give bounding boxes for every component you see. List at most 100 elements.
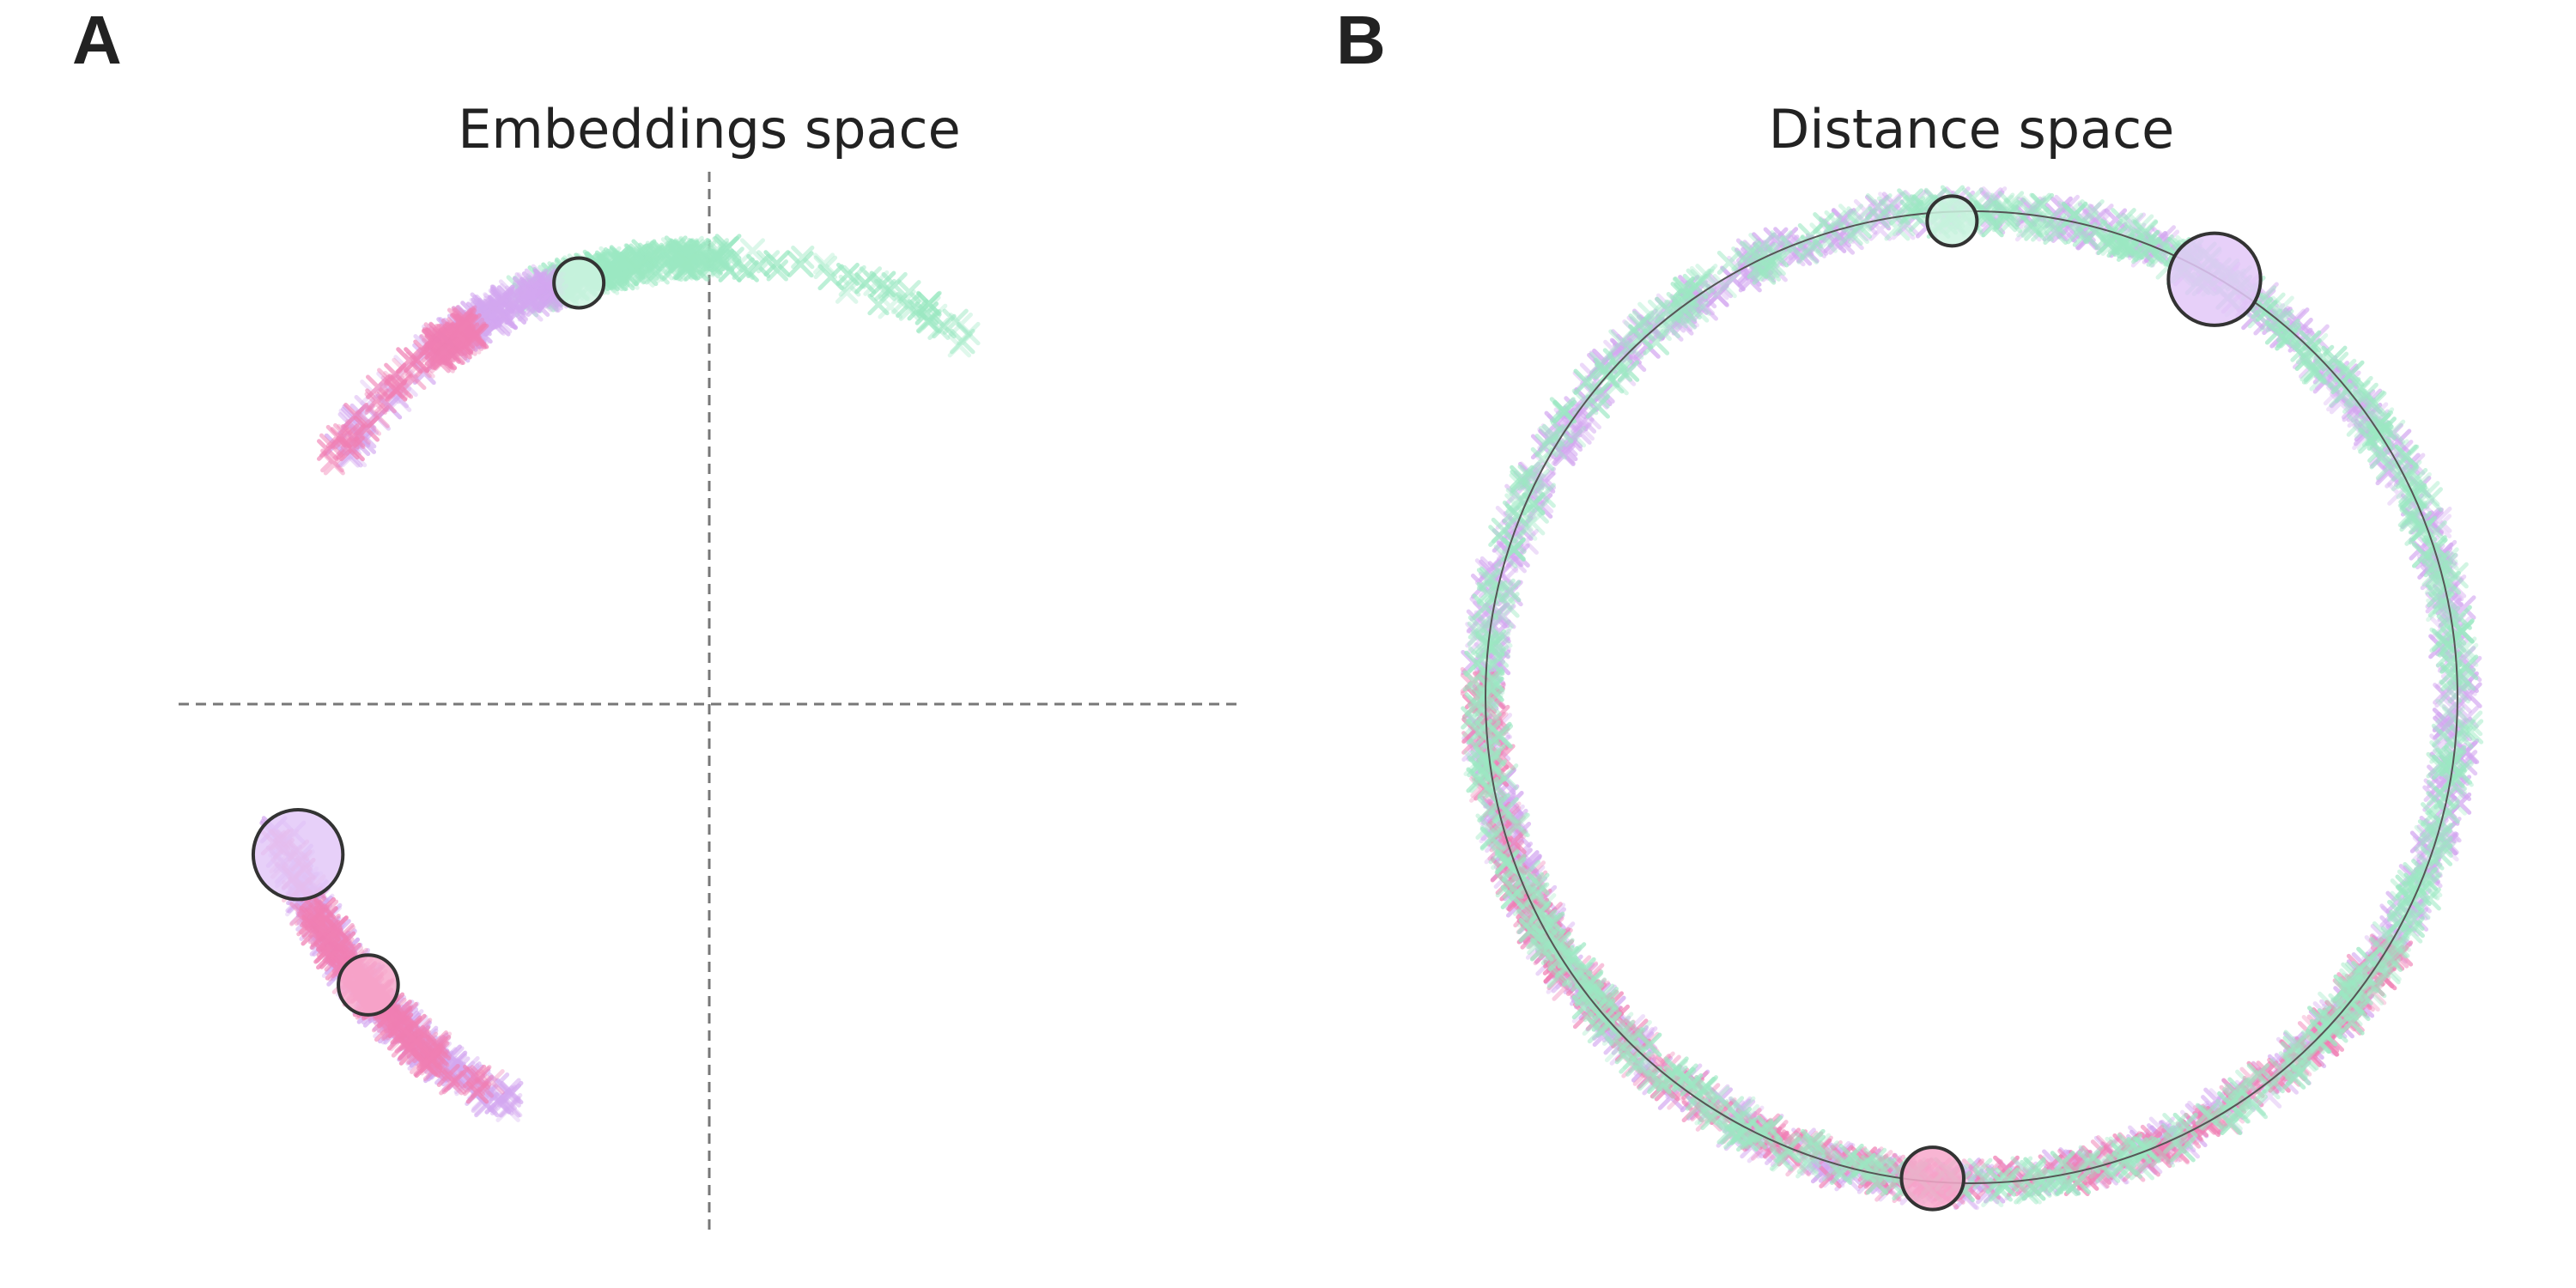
scatter-point: [452, 307, 477, 333]
scatter-point: [1475, 631, 1499, 655]
scatter-point: [490, 284, 515, 308]
scatter-point: [1577, 971, 1603, 998]
scatter-point: [375, 393, 403, 420]
panel-a-title: Embeddings space: [458, 98, 961, 161]
scatter-point: [387, 374, 414, 399]
scatter-point: [1564, 425, 1587, 448]
scatter-point: [867, 294, 890, 316]
scatter-point: [1823, 230, 1847, 253]
scatter-point: [673, 238, 699, 264]
scatter-point: [898, 299, 920, 321]
scatter-point: [487, 1085, 514, 1113]
scatter-point: [364, 392, 387, 415]
scatter-point: [655, 248, 682, 274]
scatter-point: [1616, 334, 1638, 356]
scatter-point: [1972, 1167, 1996, 1189]
scatter-point: [2444, 623, 2467, 646]
scatter-point: [646, 243, 671, 268]
scatter-point: [1799, 1146, 1822, 1169]
scatter-point: [2066, 221, 2089, 245]
scatter-point: [2307, 1005, 2332, 1030]
scatter-point: [2361, 423, 2386, 447]
scatter-point: [714, 234, 742, 261]
scatter-point: [1838, 204, 1864, 229]
scatter-point: [328, 941, 353, 966]
scatter-point: [1628, 313, 1651, 337]
scatter-point: [2449, 792, 2472, 815]
scatter-point: [1739, 240, 1762, 264]
scatter-point: [419, 1051, 445, 1076]
scatter-point: [1847, 222, 1870, 245]
scatter-point: [2348, 998, 2371, 1022]
scatter-point: [1467, 682, 1493, 708]
scatter-point: [2369, 447, 2392, 470]
scatter-point: [341, 423, 366, 448]
scatter-point: [2375, 955, 2402, 981]
scatter-point: [2020, 215, 2044, 239]
scatter-point: [2390, 890, 2416, 917]
scatter-point: [514, 288, 538, 311]
scatter-point: [2394, 444, 2418, 468]
scatter-point: [367, 405, 390, 428]
scatter-point: [1672, 276, 1695, 299]
panel-letter-b: B: [1336, 2, 1386, 78]
scatter-point: [404, 347, 430, 374]
scatter-point: [914, 301, 939, 325]
scatter-point: [2458, 719, 2484, 744]
scatter-point: [756, 250, 781, 274]
scatter-point: [2433, 552, 2458, 578]
scatter-point: [1546, 965, 1571, 989]
scatter-point: [950, 328, 975, 355]
centroid-marker: [1899, 1145, 1965, 1212]
scatter-point: [504, 285, 530, 311]
scatter-point: [1728, 1096, 1756, 1123]
scatter-point: [2016, 196, 2043, 222]
scatter-point: [2132, 1135, 2154, 1158]
scatter-point: [1674, 307, 1697, 331]
scatter-point: [2337, 360, 2365, 387]
scatter-point: [470, 1065, 492, 1087]
scatter-point: [1519, 509, 1546, 536]
scatter-point: [645, 240, 670, 265]
scatter-point: [1967, 1157, 1993, 1183]
scatter-point: [2385, 439, 2409, 463]
scatter-point: [1801, 1128, 1826, 1154]
scatter-point: [490, 1091, 514, 1116]
scatter-point: [430, 333, 458, 361]
scatter-point: [2390, 878, 2415, 904]
scatter-point: [927, 318, 951, 341]
centroid-marker: [552, 256, 606, 310]
scatter-point: [2431, 628, 2456, 653]
scatter-point: [431, 346, 455, 370]
scatter-point: [1485, 775, 1507, 798]
scatter-point: [2016, 211, 2043, 238]
scatter-point: [2017, 200, 2039, 222]
scatter-point: [387, 999, 413, 1025]
scatter-point: [384, 362, 407, 386]
scatter-point: [1863, 1147, 1887, 1171]
scatter-point: [1609, 359, 1633, 382]
scatter-point: [2162, 1113, 2189, 1139]
scatter-point: [1530, 447, 1555, 471]
scatter-point: [2453, 719, 2476, 741]
scatter-point: [2014, 215, 2042, 242]
scatter-point: [2433, 586, 2457, 609]
scatter-point: [2418, 487, 2443, 513]
scatter-point: [2080, 199, 2105, 224]
scatter-point: [2438, 729, 2464, 755]
scatter-point: [1695, 264, 1718, 287]
scatter-point: [2323, 351, 2349, 377]
scatter-point: [2404, 485, 2427, 508]
scatter-point: [624, 256, 651, 282]
scatter-point: [1716, 251, 1741, 275]
scatter-point: [2446, 688, 2472, 714]
scatter-point: [447, 307, 473, 334]
scatter-point: [2024, 218, 2047, 241]
scatter-point: [2333, 358, 2357, 383]
scatter-point: [1501, 857, 1527, 883]
scatter-point: [1517, 464, 1545, 491]
scatter-point: [2447, 716, 2473, 742]
scatter-point: [333, 422, 360, 450]
scatter-point: [1731, 246, 1757, 272]
scatter-point: [2329, 392, 2352, 415]
